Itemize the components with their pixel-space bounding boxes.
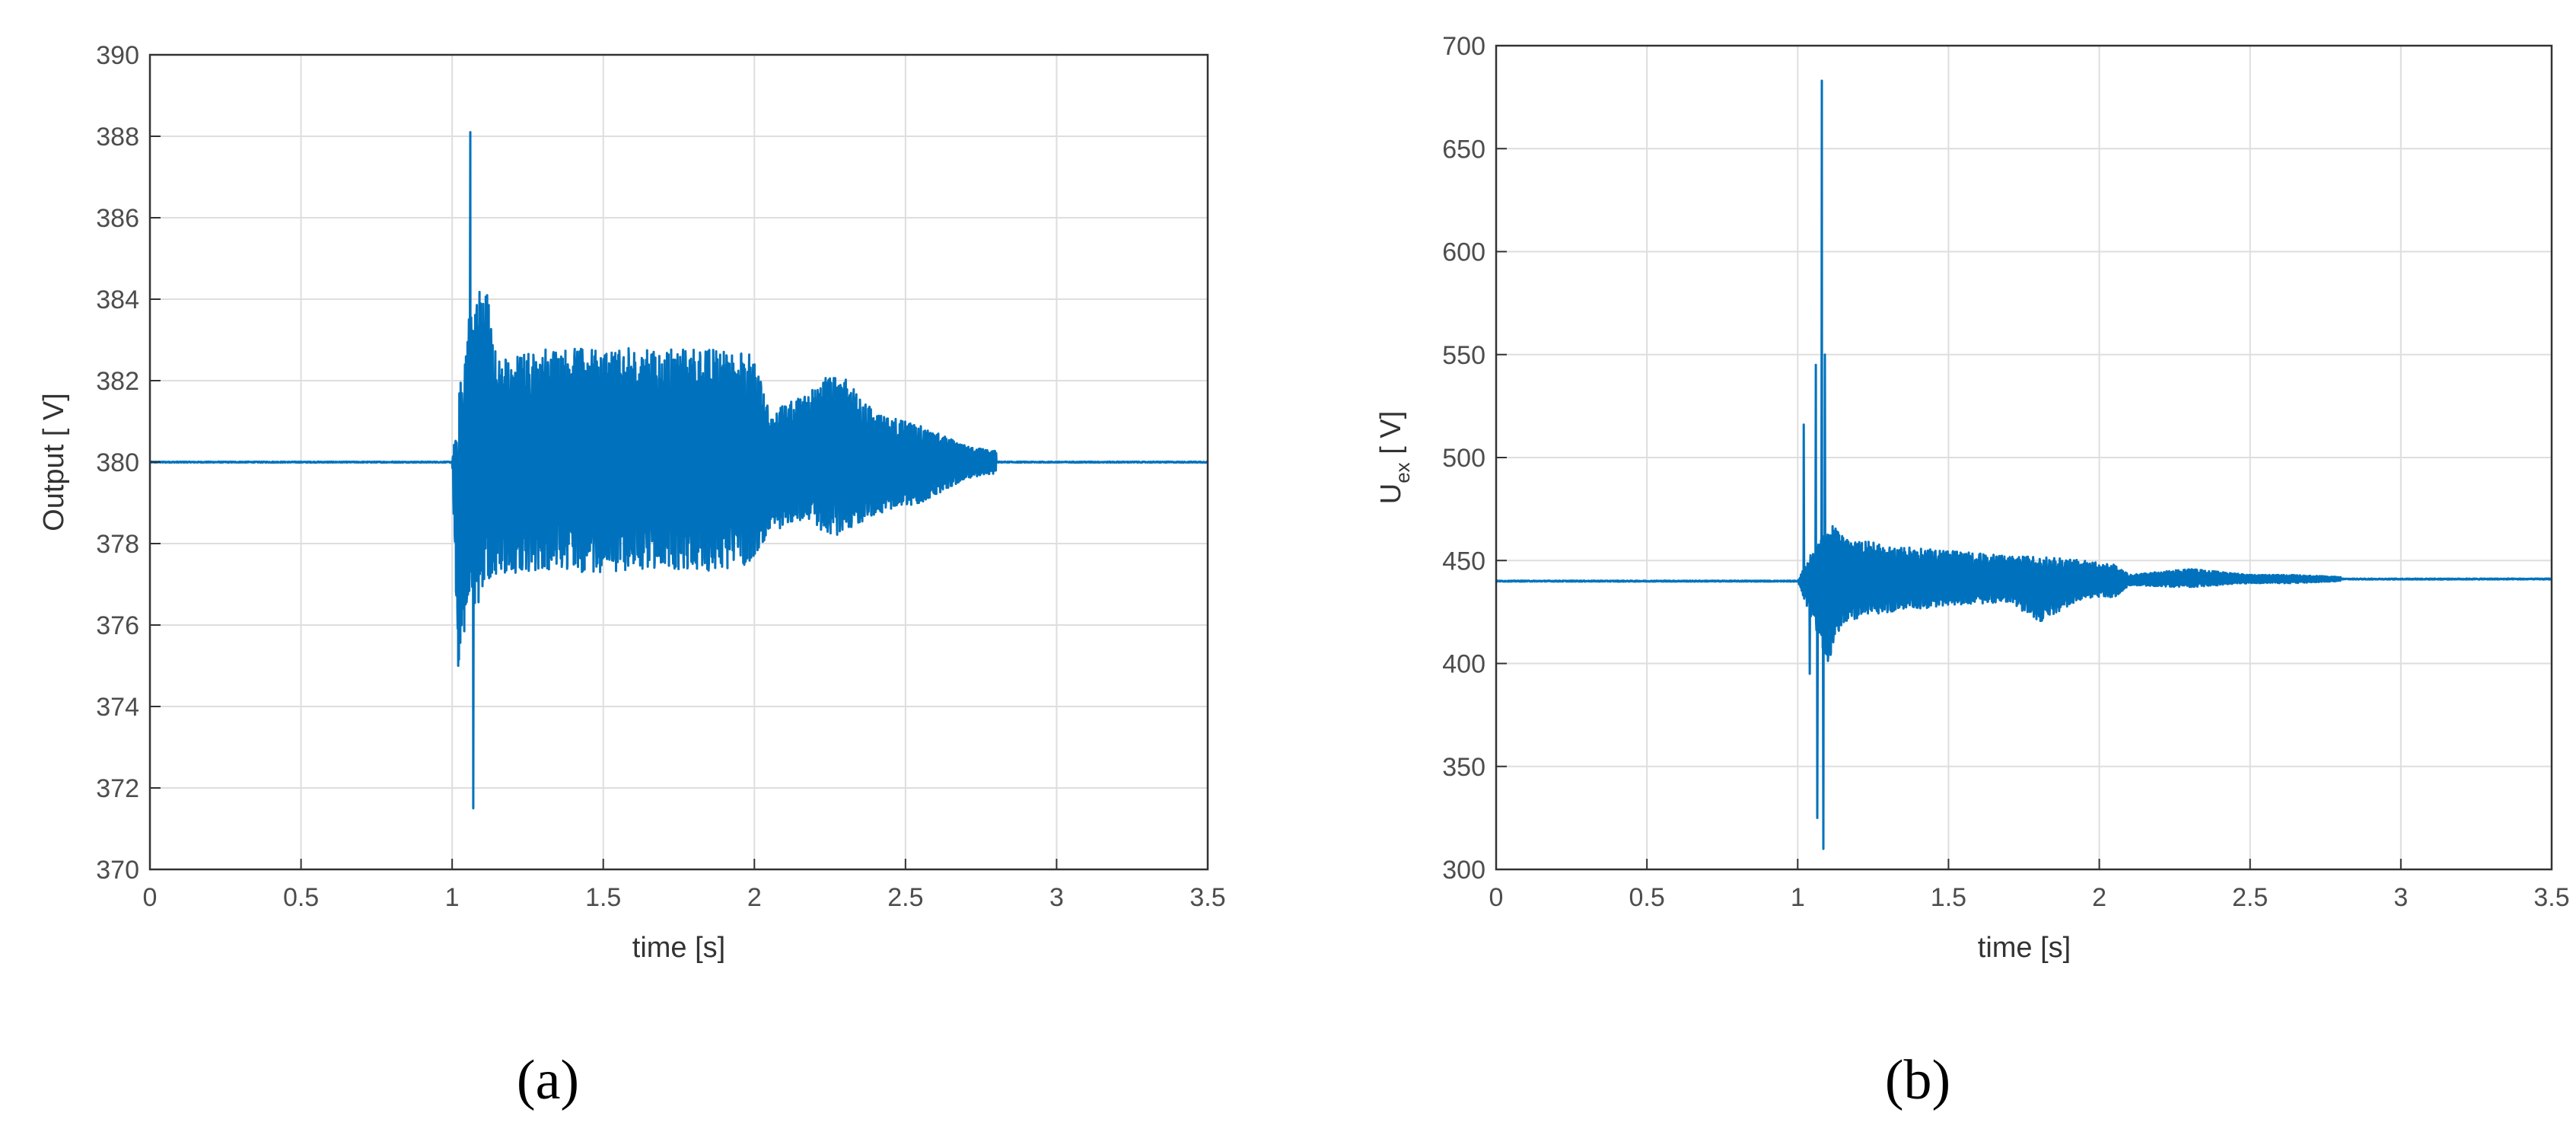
chart-b-x-tick-label: 1.5 (1931, 883, 1966, 912)
chart-a-y-tick-label: 388 (96, 123, 139, 151)
chart-a-x-tick-label: 0 (143, 883, 158, 912)
chart-a-y-tick-label: 380 (96, 448, 139, 477)
chart-a-x-ticks: 0 0.5 1 1.5 2 2.5 3 3.5 (143, 859, 1226, 912)
chart-b-series (1495, 79, 2553, 850)
chart-b-y-ticks: 300 350 400 450 500 550 600 650 700 (1442, 32, 1507, 885)
chart-a-x-tick-label: 3 (1049, 883, 1064, 912)
chart-b-y-tick-label: 450 (1442, 547, 1485, 576)
chart-b-y-label-sub: ex (1391, 462, 1414, 483)
chart-b-y-tick-label: 350 (1442, 753, 1485, 782)
chart-a-y-tick-label: 372 (96, 774, 139, 803)
chart-b-y-tick-label: 500 (1442, 444, 1485, 473)
chart-b-y-tick-label: 600 (1442, 238, 1485, 267)
chart-a-y-ticks: 370 372 374 376 378 380 382 384 386 388 390 (96, 41, 161, 885)
chart-b-x-axis-label: time [s] (1978, 932, 2071, 964)
chart-a-x-tick-label: 1 (445, 883, 460, 912)
chart-a-y-tick-label: 376 (96, 611, 139, 640)
chart-a-x-tick-label: 2.5 (887, 883, 923, 912)
chart-b-y-tick-label: 650 (1442, 135, 1485, 164)
chart-b-x-tick-label: 0.5 (1629, 883, 1665, 912)
chart-b-y-label-unit: [ V] (1375, 411, 1407, 463)
chart-b-x-ticks: 0 0.5 1 1.5 2 2.5 3 3.5 (1489, 859, 2570, 912)
chart-a-x-axis-label: time [s] (632, 932, 725, 964)
chart-b-x-tick-label: 3.5 (2533, 883, 2569, 912)
chart-a-y-tick-label: 378 (96, 530, 139, 559)
chart-a-x-tick-label: 1.5 (585, 883, 621, 912)
chart-b-x-tick-label: 2.5 (2232, 883, 2268, 912)
chart-a-x-tick-label: 0.5 (283, 883, 319, 912)
chart-a-x-tick-label: 2 (747, 883, 762, 912)
chart-panel-a: 0 0.5 1 1.5 2 2.5 3 3.5 370 372 374 376 378 380 382 38… (38, 41, 1226, 1112)
chart-b-y-axis-label: Uex [ V] (1375, 411, 1414, 505)
chart-a-y-tick-label: 374 (96, 693, 139, 722)
chart-b-y-tick-label: 550 (1442, 341, 1485, 370)
chart-a-y-tick-label: 386 (96, 204, 139, 233)
chart-a-x-tick-label: 3.5 (1189, 883, 1225, 912)
chart-a-y-tick-label: 382 (96, 367, 139, 396)
chart-b-y-tick-label: 400 (1442, 650, 1485, 679)
chart-b-y-tick-label: 700 (1442, 32, 1485, 61)
chart-a-y-tick-label: 370 (96, 856, 139, 885)
chart-b-y-tick-label: 300 (1442, 856, 1485, 885)
panel-a-label: (a) (517, 1049, 579, 1112)
chart-b-line-series (1495, 79, 2553, 850)
chart-b-x-tick-label: 0 (1489, 883, 1504, 912)
chart-b-x-tick-label: 2 (2092, 883, 2106, 912)
chart-b-grid (1496, 46, 2552, 869)
chart-panel-b: 0 0.5 1 1.5 2 2.5 3 3.5 300 350 400 450 500 550 600 65… (1375, 32, 2570, 1112)
chart-a-y-tick-label: 390 (96, 41, 139, 70)
chart-a-y-axis-label: Output [ V] (38, 393, 70, 531)
chart-a-line-series (148, 131, 1209, 810)
chart-b-x-tick-label: 3 (2393, 883, 2408, 912)
chart-a-y-tick-label: 384 (96, 285, 139, 314)
panel-b-label: (b) (1885, 1049, 1950, 1112)
chart-a-series (148, 131, 1209, 810)
chart-b-y-label-main: U (1375, 483, 1407, 504)
chart-b-x-tick-label: 1 (1791, 883, 1805, 912)
